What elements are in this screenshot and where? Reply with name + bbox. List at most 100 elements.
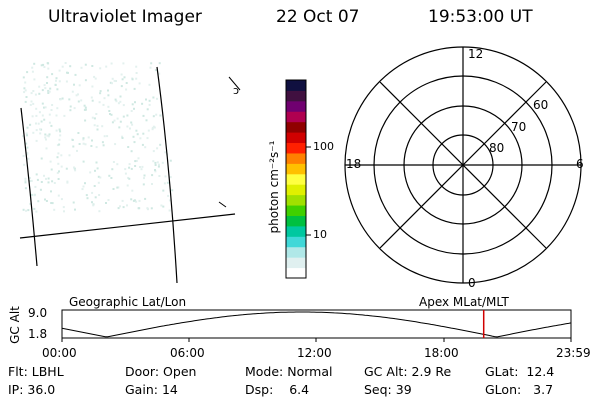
speckle <box>162 189 165 192</box>
mlt-label-bottom: 0 <box>468 276 476 290</box>
speckle <box>35 122 37 125</box>
speckle <box>56 156 59 159</box>
speckle <box>158 175 161 177</box>
speckle <box>160 204 163 207</box>
speckle <box>47 92 50 94</box>
speckle <box>84 108 87 111</box>
speckle <box>59 134 62 137</box>
speckle <box>43 84 46 87</box>
speckle <box>38 111 41 114</box>
speckle <box>130 110 133 112</box>
speckle <box>24 187 27 190</box>
speckle <box>24 100 27 103</box>
speckle <box>48 90 51 93</box>
speckle <box>49 160 52 163</box>
speckle <box>151 128 154 131</box>
speckle <box>66 181 69 184</box>
speckle <box>115 80 117 82</box>
speckle <box>41 114 44 117</box>
speckle <box>44 133 47 136</box>
speckle <box>35 129 38 132</box>
speckle <box>24 179 27 182</box>
status-gcalt: GC Alt: 2.9 Re <box>364 364 452 379</box>
speckle <box>135 129 138 132</box>
speckle <box>171 189 174 192</box>
speckle <box>110 62 113 65</box>
speckle <box>131 103 134 106</box>
speckle <box>130 198 133 201</box>
speckle <box>40 181 43 183</box>
speckle <box>58 138 61 141</box>
speckle <box>25 96 28 98</box>
speckle <box>40 157 43 160</box>
speckle <box>131 189 134 192</box>
speckle <box>30 92 33 95</box>
speckle <box>142 183 145 186</box>
speckle <box>91 85 94 88</box>
longitude-line-right <box>156 66 178 284</box>
speckle <box>114 98 117 101</box>
colorbar-swatch <box>286 121 306 133</box>
speckle <box>30 193 33 196</box>
speckle <box>26 126 29 129</box>
speckle <box>26 71 29 74</box>
colorbar-swatch <box>286 194 306 206</box>
speckle <box>147 129 150 132</box>
speckle <box>99 90 102 93</box>
mlt-label-top: 12 <box>468 47 484 61</box>
speckle <box>108 110 111 112</box>
speckle <box>148 103 151 106</box>
speckle <box>47 135 50 138</box>
speckle <box>60 198 63 201</box>
speckle <box>154 69 157 72</box>
speckle <box>23 91 26 94</box>
speckle <box>154 161 157 164</box>
speckle <box>151 174 154 177</box>
speckle <box>26 146 29 149</box>
speckle <box>25 209 28 212</box>
speckle <box>95 146 98 149</box>
speckle <box>107 89 109 92</box>
speckle <box>60 165 63 168</box>
speckle <box>82 138 85 141</box>
timeline-y-label: GC Alt <box>7 306 22 344</box>
status-gain: Gain: 14 <box>125 382 178 397</box>
speckle <box>118 126 121 129</box>
speckle <box>51 202 54 205</box>
speckle <box>138 207 141 210</box>
speckle <box>26 134 28 137</box>
speckle <box>91 99 94 102</box>
lat-label-80: 80 <box>489 141 505 155</box>
speckle <box>105 65 108 68</box>
speckle <box>39 132 42 135</box>
speckle <box>51 104 54 106</box>
colorbar-swatches <box>286 80 306 279</box>
speckle <box>58 80 61 83</box>
timeline-left-title: Geographic Lat/Lon <box>69 295 187 309</box>
speckle <box>53 182 56 184</box>
latitude-line <box>19 213 236 239</box>
speckle <box>30 179 33 182</box>
timeline-frame <box>61 309 572 339</box>
speckle <box>155 113 158 116</box>
speckle <box>24 177 27 180</box>
colorbar-swatch <box>286 184 306 196</box>
speckle <box>50 190 52 193</box>
speckle <box>57 178 60 180</box>
speckle <box>96 128 99 131</box>
colorbar-swatch <box>286 142 306 154</box>
colorbar-swatch <box>286 163 306 175</box>
speckle <box>65 167 68 170</box>
speckle <box>91 139 93 142</box>
speckle <box>94 169 96 172</box>
speckle <box>109 81 112 84</box>
speckle <box>97 181 100 184</box>
speckle <box>22 135 24 138</box>
speckle <box>146 137 149 140</box>
speckle <box>81 188 84 191</box>
speckle <box>93 185 96 187</box>
speckle <box>55 79 57 82</box>
speckle <box>126 125 129 128</box>
colorbar-swatch <box>286 152 306 164</box>
speckle <box>29 103 32 106</box>
